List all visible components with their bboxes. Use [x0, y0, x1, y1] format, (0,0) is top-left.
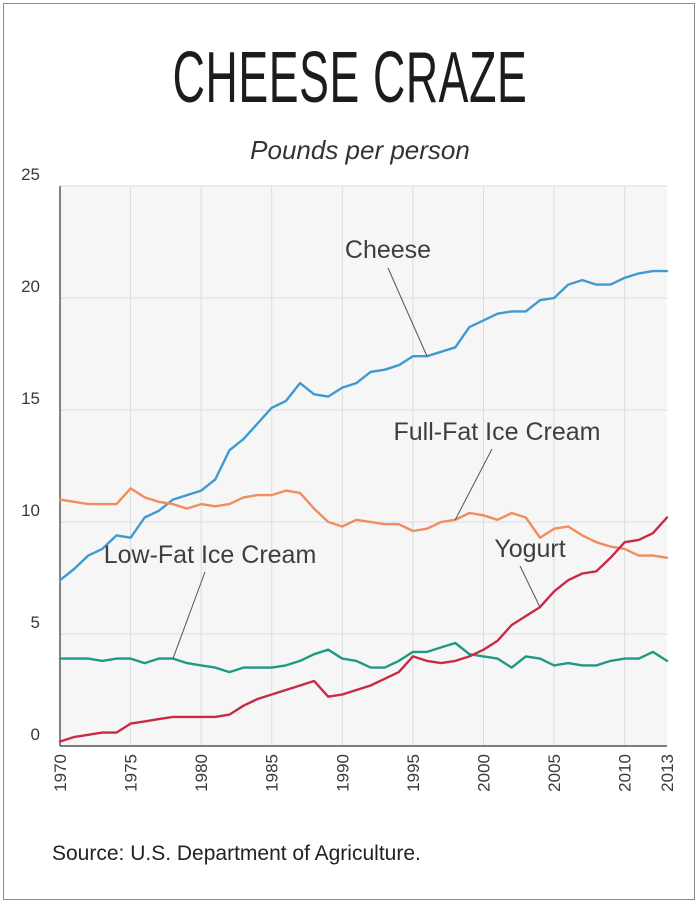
annotation-leader — [454, 448, 493, 520]
x-tick-label: 1995 — [404, 754, 423, 792]
annotation-leader — [519, 565, 541, 608]
chart-subtitle: Pounds per person — [250, 135, 470, 165]
gridlines — [60, 185, 667, 746]
x-tick-label: 2010 — [616, 754, 635, 792]
annotation-label: Cheese — [345, 236, 431, 264]
y-tick-label: 25 — [21, 165, 40, 184]
chart-source: Source: U.S. Department of Agriculture. — [52, 842, 421, 865]
x-tick-label: 1980 — [192, 754, 211, 792]
y-tick-label: 10 — [21, 501, 40, 520]
series-line-low-fat-ice-cream — [58, 641, 669, 674]
x-tick-label: 2000 — [474, 754, 493, 792]
x-tick-label: 1990 — [333, 754, 352, 792]
series-line-yogurt — [58, 516, 669, 743]
plot-area — [60, 186, 667, 746]
chart-title: CHEESE CRAZE — [172, 38, 528, 118]
axes: 0 5 10 15 20 25 1970 1975 1980 1985 1990 1995 2000 20… — [21, 165, 677, 792]
y-tick-label: 0 — [31, 725, 40, 744]
annotation-leader — [172, 571, 206, 659]
annotation-label: Full-Fat Ice Cream — [394, 418, 601, 446]
series-lines — [58, 269, 669, 743]
annotations: Cheese Full-Fat Ice Cream Low-Fat Ice Crea… — [104, 236, 601, 659]
y-tick-label: 15 — [21, 389, 40, 408]
x-tick-label: 1970 — [51, 754, 70, 792]
x-tick-label: 1975 — [122, 754, 141, 792]
y-tick-label: 5 — [31, 613, 40, 632]
series-line-full-fat-ice-cream — [58, 487, 669, 559]
annotation-label: Low-Fat Ice Cream — [104, 541, 317, 569]
x-tick-label: 2013 — [658, 754, 677, 792]
series-line-cheese — [58, 269, 669, 582]
annotation-leader — [387, 267, 428, 357]
x-tick-label: 1985 — [263, 754, 282, 792]
annotation-label: Yogurt — [494, 535, 565, 563]
x-tick-label: 2005 — [545, 754, 564, 792]
y-tick-label: 20 — [21, 277, 40, 296]
